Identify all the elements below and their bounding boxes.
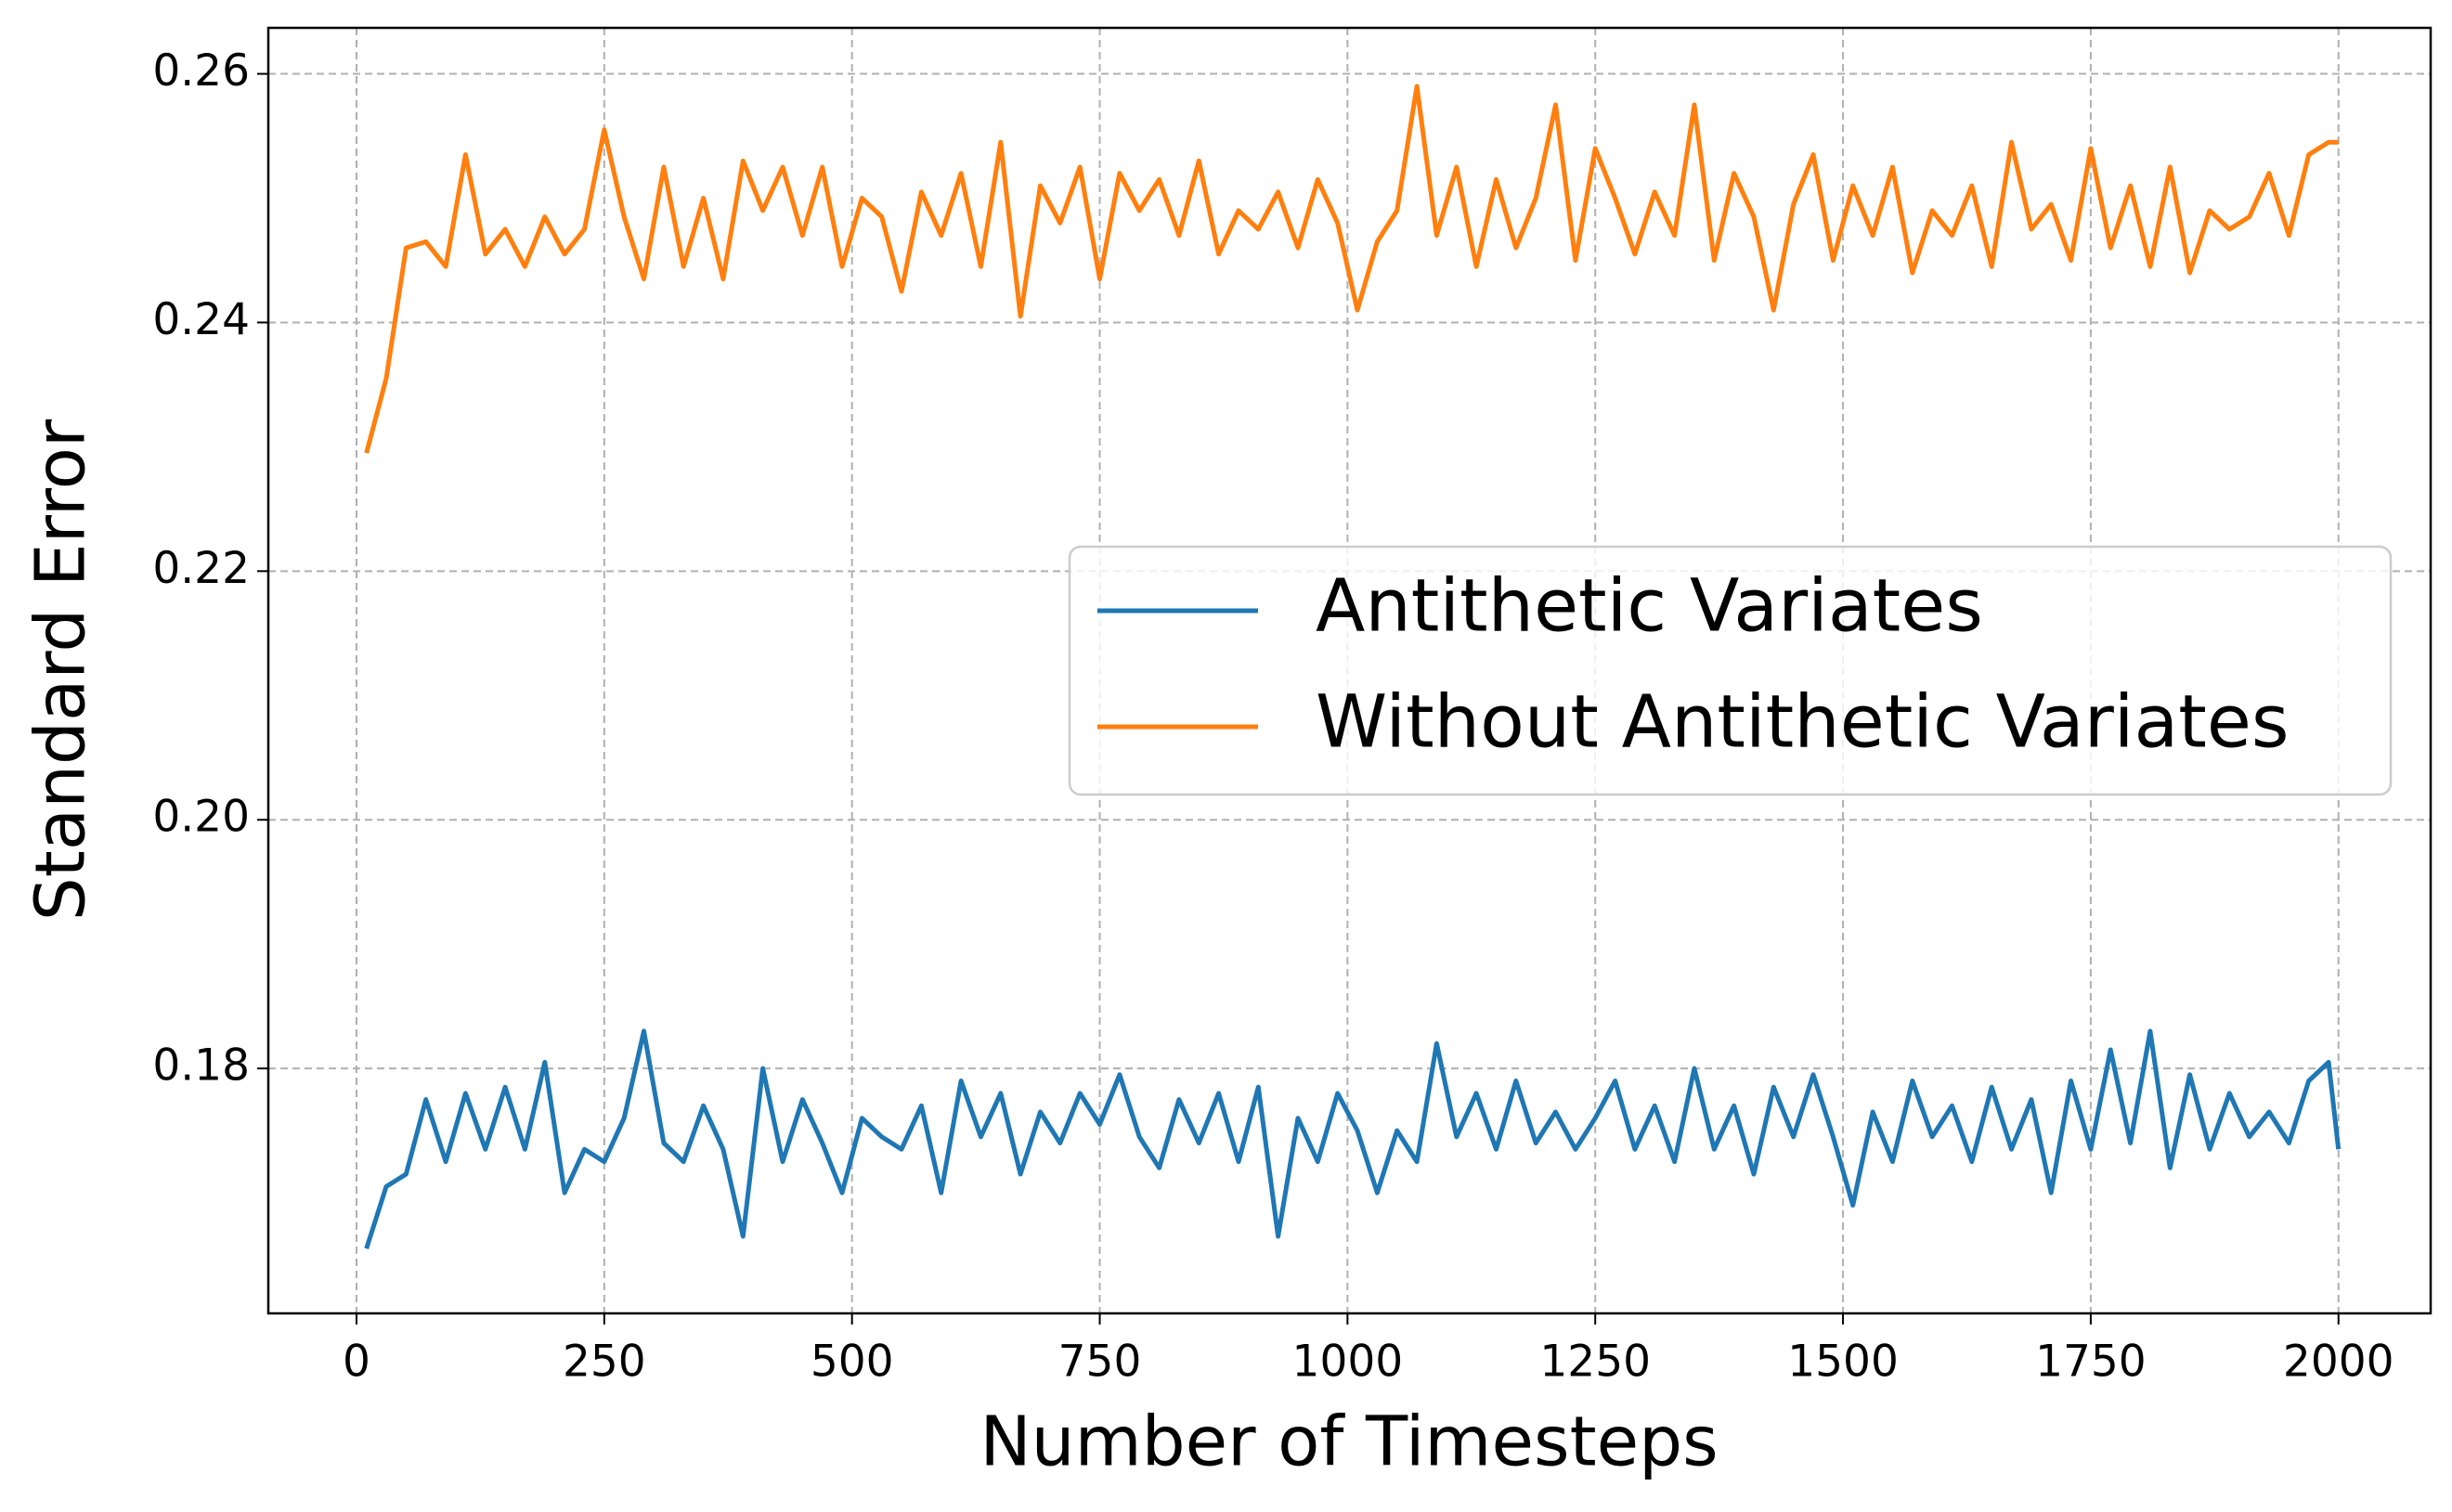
x-tick-label: 1500 [1787, 1337, 1899, 1388]
x-tick-label: 1750 [2035, 1337, 2147, 1388]
x-axis-label: Number of Timesteps [980, 1402, 1718, 1482]
legend: Antithetic Variates Without Antithetic Va… [1068, 545, 2393, 796]
data-line [364, 1028, 2342, 1250]
y-tick-label: 0.24 [152, 294, 250, 345]
data-line [364, 84, 2339, 454]
x-tick-label: 250 [563, 1337, 646, 1388]
y-axis-label: Standard Error [21, 419, 101, 921]
x-tick-label: 500 [811, 1337, 894, 1388]
x-tick-label: 1250 [1539, 1337, 1651, 1388]
y-tick-label: 0.26 [152, 45, 250, 97]
x-tick-label: 2000 [2283, 1337, 2394, 1388]
legend-box [1068, 545, 2393, 796]
legend-label: Antithetic Variates [1316, 564, 1983, 648]
legend-label: Without Antithetic Variates [1316, 680, 2289, 764]
x-tick-label: 1000 [1292, 1337, 1404, 1388]
y-tick-label: 0.18 [152, 1040, 250, 1092]
x-tick-label: 750 [1058, 1337, 1142, 1388]
plot-frame [266, 26, 2433, 1315]
y-tick-label: 0.22 [152, 543, 250, 594]
y-tick-label: 0.20 [152, 792, 250, 843]
x-tick-label: 0 [343, 1337, 370, 1388]
